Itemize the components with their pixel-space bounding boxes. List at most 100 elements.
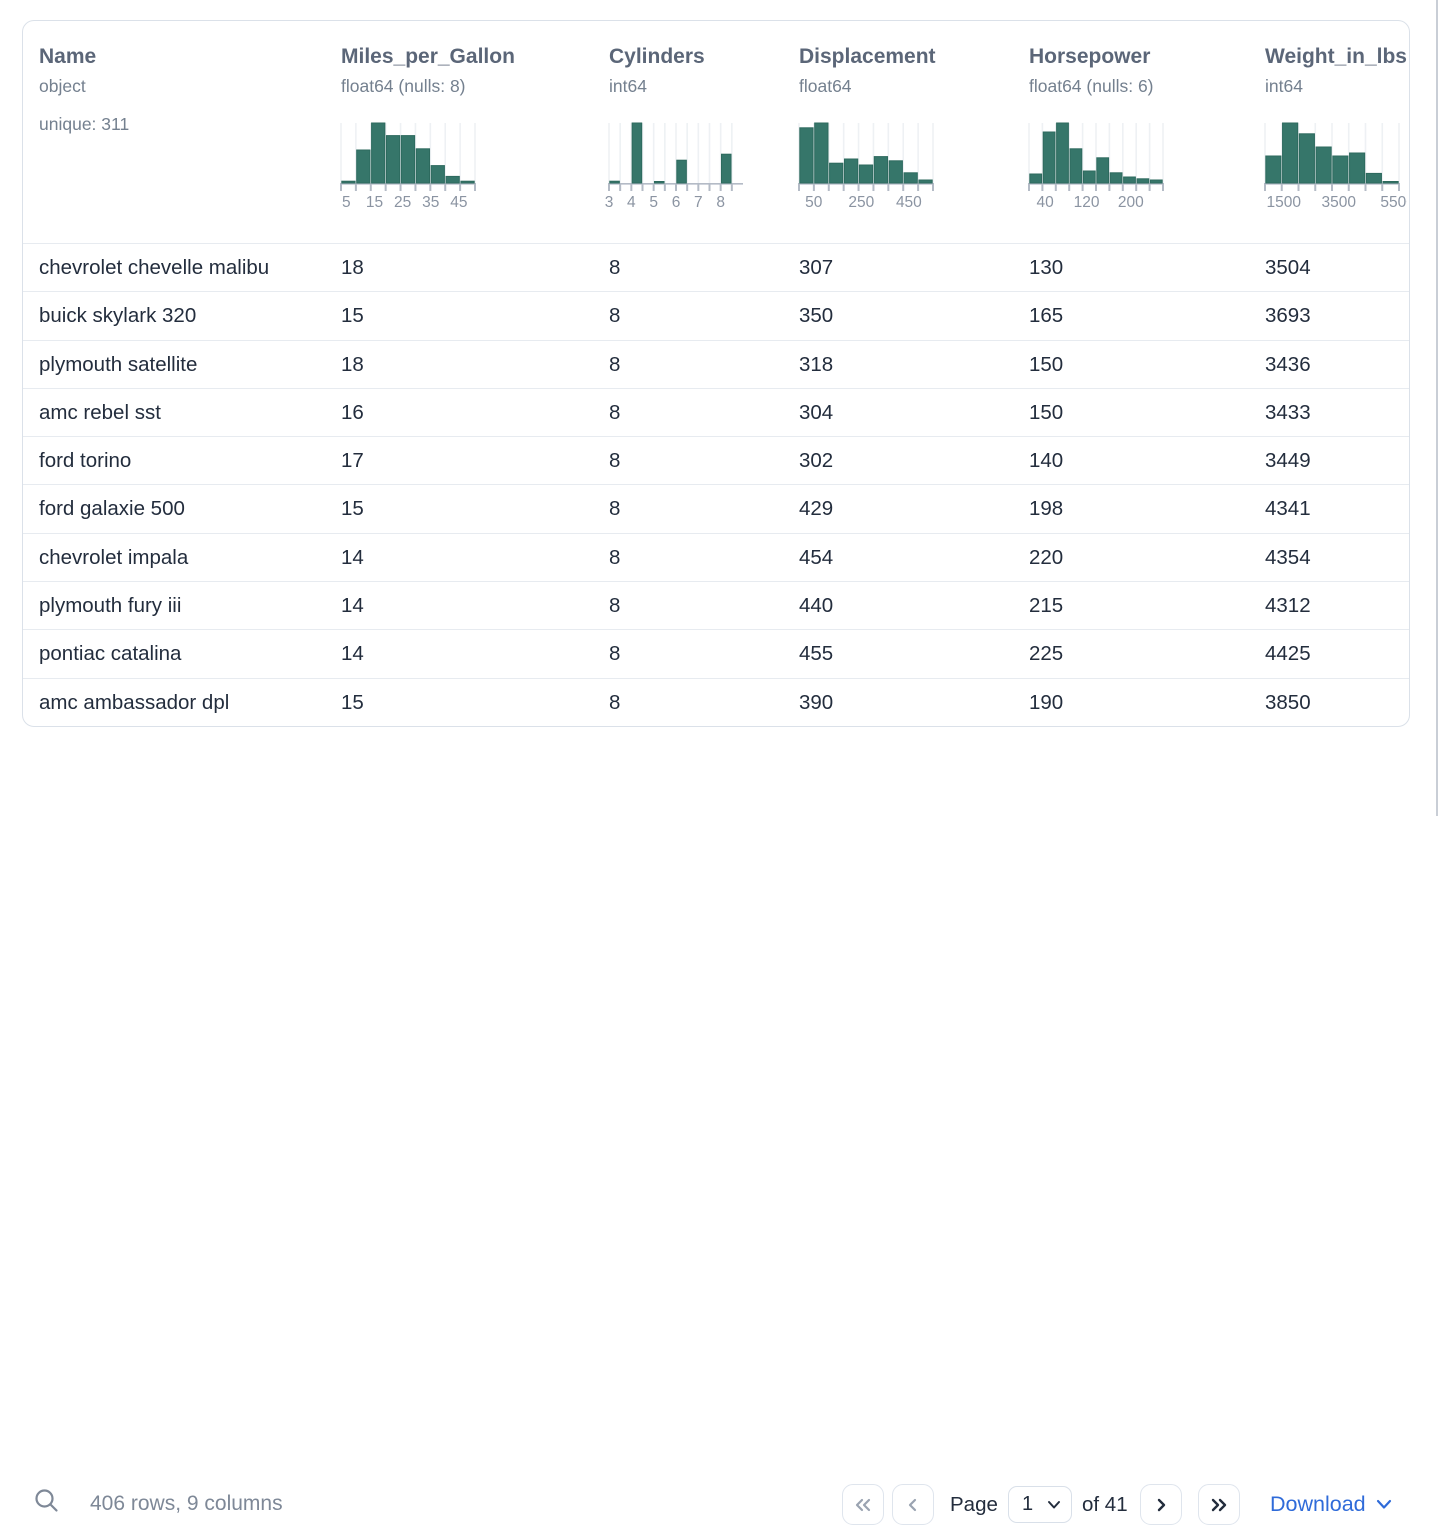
column-header-horsepower[interactable]: Horsepower float64 (nulls: 6) 40 120 200 <box>1028 21 1314 211</box>
histogram-weight_in_lbs[interactable]: 1500 3500 5500 <box>1257 121 1407 213</box>
cell-value: 165 <box>1029 304 1064 328</box>
cell-value: 8 <box>609 690 621 714</box>
cell-name: buick skylark 320 <box>39 304 197 328</box>
table-row: plymouth fury iii 14 8 440 215 4312 <box>23 582 1409 631</box>
row-count-summary: 406 rows, 9 columns <box>90 1492 283 1515</box>
cell-value: 3449 <box>1265 449 1311 473</box>
svg-text:40: 40 <box>1036 194 1054 211</box>
table-footer: 406 rows, 9 columns Page 1 of 41 Downloa… <box>0 736 1444 1525</box>
cell-value: 4341 <box>1265 497 1311 521</box>
cell-value: 8 <box>609 256 621 279</box>
svg-text:450: 450 <box>896 194 922 211</box>
column-dtype: int64 <box>1265 76 1303 96</box>
page-select-value: 1 <box>1022 1493 1034 1515</box>
cell-value: 130 <box>1029 256 1064 279</box>
svg-text:5: 5 <box>342 194 351 211</box>
svg-text:15: 15 <box>366 194 383 211</box>
cell-name: ford torino <box>39 449 132 473</box>
histogram-horsepower[interactable]: 40 120 200 <box>1021 121 1171 213</box>
cell-name: amc ambassador dpl <box>39 690 230 714</box>
column-dtype: float64 (nulls: 6) <box>1029 76 1154 96</box>
cell-value: 15 <box>341 304 364 328</box>
column-dtype: object <box>39 76 86 96</box>
cell-value: 215 <box>1029 594 1064 618</box>
column-unique-count: unique: 311 <box>39 114 130 134</box>
cell-value: 4425 <box>1265 642 1311 666</box>
cell-value: 304 <box>799 400 834 424</box>
previous-page-button[interactable] <box>892 1484 934 1525</box>
cell-value: 318 <box>799 352 834 376</box>
histogram-displacement[interactable]: 50 250 450 <box>791 121 941 213</box>
cell-value: 15 <box>341 497 364 521</box>
cell-value: 8 <box>609 400 621 424</box>
download-button[interactable]: Download <box>1270 1484 1392 1525</box>
first-page-button[interactable] <box>842 1484 884 1525</box>
double-chevron-left-icon <box>855 1498 871 1511</box>
cell-value: 8 <box>609 594 621 618</box>
cell-value: 220 <box>1029 545 1064 569</box>
cell-value: 18 <box>341 256 364 279</box>
chevron-down-icon <box>1376 1499 1391 1509</box>
svg-text:45: 45 <box>450 194 467 211</box>
cell-name: ford galaxie 500 <box>39 497 185 521</box>
column-header-weight_in_lbs[interactable]: Weight_in_lbs int64 1500 3500 5500 <box>1264 21 1409 211</box>
cell-value: 8 <box>609 497 621 521</box>
cell-value: 429 <box>799 497 834 521</box>
cell-value: 18 <box>341 352 364 376</box>
column-header-cylinders[interactable]: Cylinders int64 3 4 5 6 7 8 <box>605 21 894 211</box>
search-icon[interactable] <box>34 1488 60 1514</box>
last-page-button[interactable] <box>1198 1484 1240 1525</box>
cell-value: 3433 <box>1265 400 1311 424</box>
column-header-displacement[interactable]: Displacement float64 50 250 450 <box>798 21 1084 211</box>
window-edge-divider <box>1436 0 1438 816</box>
cell-name: pontiac catalina <box>39 642 182 666</box>
column-name: Name <box>39 45 97 68</box>
table-row: pontiac catalina 14 8 455 225 4425 <box>23 630 1409 679</box>
table-row: chevrolet impala 14 8 454 220 4354 <box>23 534 1409 583</box>
column-name: Miles_per_Gallon <box>341 45 515 68</box>
cell-value: 150 <box>1029 352 1064 376</box>
cell-value: 8 <box>609 642 621 666</box>
cell-value: 350 <box>799 304 834 328</box>
cell-value: 3504 <box>1265 256 1311 279</box>
svg-text:25: 25 <box>394 194 411 211</box>
column-header-name[interactable]: Name object unique: 311 <box>39 21 324 135</box>
chevron-down-icon <box>1048 1500 1060 1508</box>
svg-text:50: 50 <box>805 194 823 211</box>
table-row: amc ambassador dpl 15 8 390 190 3850 <box>23 679 1409 726</box>
column-name: Displacement <box>799 45 936 68</box>
column-name: Horsepower <box>1029 45 1151 68</box>
table-row: chevrolet chevelle malibu 18 8 307 130 3504 <box>23 244 1409 293</box>
cell-value: 455 <box>799 642 834 666</box>
svg-text:8: 8 <box>716 194 725 211</box>
cell-value: 15 <box>341 690 364 714</box>
svg-text:200: 200 <box>1118 194 1144 211</box>
cell-value: 307 <box>799 256 834 279</box>
histogram-miles_per_gallon[interactable]: 5 15 25 35 45 <box>333 121 483 213</box>
cell-name: plymouth fury iii <box>39 594 182 618</box>
svg-text:3: 3 <box>605 194 614 211</box>
cell-value: 14 <box>341 642 364 666</box>
column-header-miles_per_gallon[interactable]: Miles_per_Gallon float64 (nulls: 8) 5 15 25 3… <box>340 21 626 211</box>
column-dtype: int64 <box>609 76 647 96</box>
cell-value: 14 <box>341 545 364 569</box>
svg-text:250: 250 <box>848 194 874 211</box>
next-page-button[interactable] <box>1140 1484 1182 1525</box>
table-row: ford galaxie 500 15 8 429 198 4341 <box>23 485 1409 534</box>
cell-value: 190 <box>1029 690 1064 714</box>
cell-value: 17 <box>341 449 364 473</box>
page-select[interactable]: 1 <box>1008 1486 1072 1523</box>
cell-value: 150 <box>1029 400 1064 424</box>
svg-text:1500: 1500 <box>1267 194 1302 211</box>
cell-value: 390 <box>799 690 834 714</box>
cell-value: 198 <box>1029 497 1064 521</box>
svg-text:35: 35 <box>422 194 439 211</box>
svg-text:7: 7 <box>694 194 703 211</box>
page-label: Page <box>950 1493 998 1516</box>
double-chevron-right-icon <box>1211 1498 1227 1511</box>
svg-text:6: 6 <box>672 194 681 211</box>
table-row: ford torino 17 8 302 140 3449 <box>23 437 1409 486</box>
